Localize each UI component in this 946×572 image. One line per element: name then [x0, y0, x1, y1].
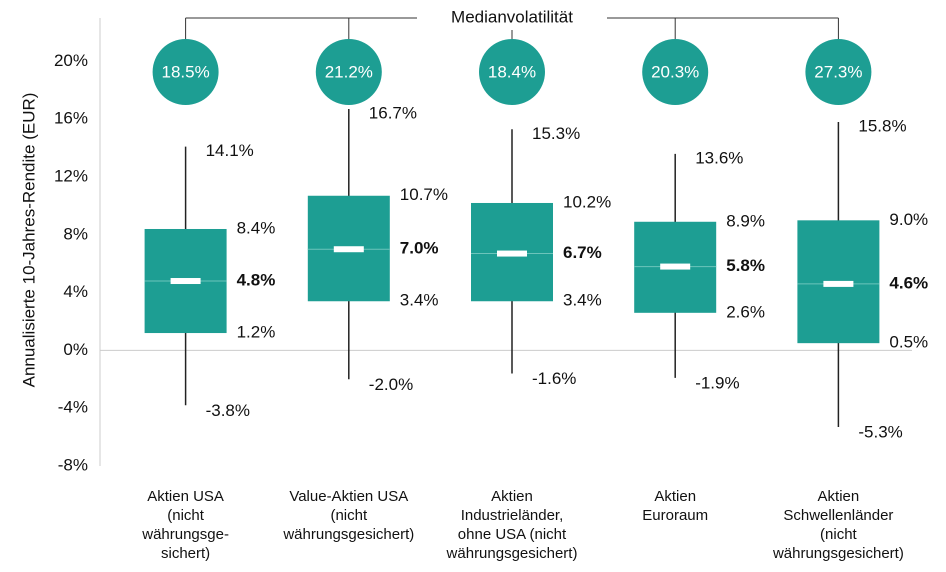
x-tick-label: Schwellenländer [783, 507, 893, 524]
x-tick-label: Aktien [818, 488, 860, 505]
x-tick-label: (nicht [330, 507, 368, 524]
volatility-bubble [805, 39, 872, 105]
max-label: 15.3% [532, 124, 580, 143]
median [497, 250, 527, 257]
y-tick-label: -8% [58, 455, 88, 474]
x-tick-label: Value-Aktien USA [289, 488, 408, 505]
volatility-bubble [479, 39, 545, 105]
max-label: 14.1% [206, 141, 254, 160]
y-tick-label: 16% [54, 109, 88, 128]
max-label: 13.6% [695, 148, 743, 167]
median-label: 5.8% [726, 256, 765, 275]
q1-label: 0.5% [889, 333, 928, 352]
median [660, 263, 691, 270]
y-tick-label: 20% [54, 51, 88, 70]
x-tick-label: Euroraum [642, 507, 708, 524]
median-label: 4.6% [889, 273, 928, 292]
bracket-label: Medianvolatilität [451, 7, 573, 26]
x-tick-label: (nicht [167, 507, 205, 524]
q3-label: 9.0% [889, 210, 928, 229]
x-tick-label: sichert) [161, 545, 210, 562]
x-tick-label: währungsgesichert) [446, 545, 578, 562]
median [333, 246, 364, 253]
x-tick-label: ohne USA (nicht [458, 526, 567, 543]
volatility-label: 27.3% [814, 62, 862, 81]
x-tick-label: Aktien USA [147, 488, 224, 505]
volatility-label: 21.2% [325, 62, 373, 81]
q3-label: 10.2% [563, 192, 611, 211]
median [170, 278, 201, 285]
x-tick-label: Aktien [654, 488, 696, 505]
q1-label: 2.6% [726, 302, 765, 321]
min-label: -1.6% [532, 369, 576, 388]
q1-label: 3.4% [563, 291, 602, 310]
y-tick-label: 8% [63, 224, 88, 243]
y-tick-label: 0% [63, 340, 88, 359]
x-tick-label: währungsgesichert) [772, 545, 904, 562]
q1-label: 3.4% [400, 291, 439, 310]
q1-label: 1.2% [237, 323, 276, 342]
volatility-label: 18.4% [488, 62, 536, 81]
bracket-label-bg [417, 6, 607, 30]
x-tick-label: währungsge- [141, 526, 229, 543]
y-tick-label: 4% [63, 282, 88, 301]
median [823, 280, 854, 287]
min-label: -1.9% [695, 373, 739, 392]
min-label: -3.8% [206, 401, 250, 420]
x-tick-label: Aktien [491, 488, 533, 505]
q3-label: 10.7% [400, 185, 448, 204]
volatility-bubble [152, 39, 219, 105]
y-tick-label: 12% [54, 166, 88, 185]
median-label: 6.7% [563, 243, 602, 262]
x-tick-label: (nicht [820, 526, 858, 543]
volatility-bubble [315, 39, 382, 105]
volatility-bubble [642, 39, 709, 105]
median-label: 4.8% [237, 271, 276, 290]
max-label: 15.8% [858, 117, 906, 136]
x-tick-label: währungsgesichert) [282, 526, 414, 543]
y-axis-label: Annualisierte 10-Jahres-Rendite (EUR) [19, 93, 38, 388]
q3-label: 8.4% [237, 218, 276, 237]
min-label: -5.3% [858, 422, 902, 441]
median-label: 7.0% [400, 239, 439, 258]
volatility-label: 20.3% [651, 62, 699, 81]
volatility-label: 18.5% [161, 62, 209, 81]
y-tick-label: -4% [58, 398, 88, 417]
x-tick-label: Industrieländer, [461, 507, 564, 524]
max-label: 16.7% [369, 104, 417, 123]
min-label: -2.0% [369, 375, 413, 394]
q3-label: 8.9% [726, 211, 765, 230]
